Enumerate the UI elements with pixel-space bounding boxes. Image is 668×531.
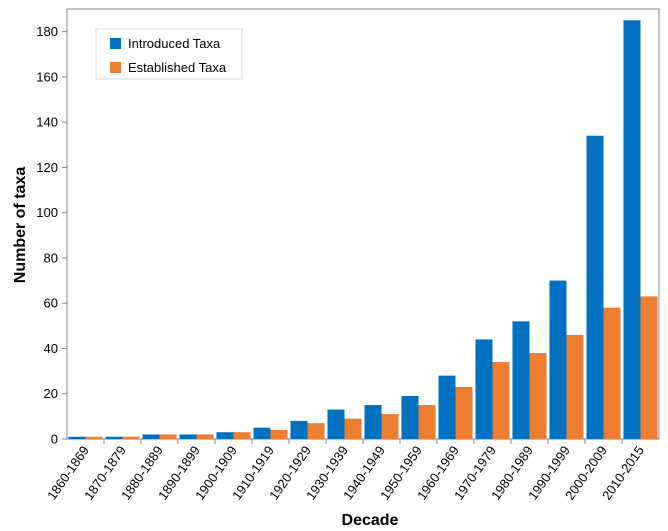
y-axis-title: Number of taxa bbox=[12, 167, 29, 284]
y-tick-label: 120 bbox=[36, 160, 58, 175]
bar-introduced-taxa bbox=[586, 135, 604, 439]
bar-introduced-taxa bbox=[327, 409, 345, 439]
legend: Introduced Taxa Established Taxa bbox=[95, 28, 243, 80]
x-axis-title: Decade bbox=[342, 512, 399, 529]
bar-introduced-taxa bbox=[549, 280, 567, 439]
bar-established-taxa bbox=[381, 414, 399, 439]
x-axis-ticks: 1860-18691870-18791880-18891890-18991900… bbox=[44, 439, 647, 503]
bar-established-taxa bbox=[492, 362, 510, 439]
y-tick-label: 160 bbox=[36, 69, 58, 84]
bar-introduced-taxa bbox=[216, 432, 234, 439]
bar-introduced-taxa bbox=[438, 375, 456, 439]
y-tick-label: 60 bbox=[44, 296, 58, 311]
bar-established-taxa bbox=[233, 432, 251, 439]
bar-established-taxa bbox=[603, 307, 621, 439]
bar-established-taxa bbox=[418, 405, 436, 439]
bar-introduced-taxa bbox=[105, 436, 123, 439]
bar-established-taxa bbox=[122, 436, 140, 439]
legend-swatch-introduced bbox=[110, 38, 121, 49]
bar-established-taxa bbox=[159, 434, 177, 439]
y-tick-label: 140 bbox=[36, 115, 58, 130]
y-axis-ticks: 0 20 40 60 80 100 120 140 160 180 bbox=[36, 24, 67, 447]
bar-established-taxa bbox=[85, 436, 103, 439]
legend-label-established: Established Taxa bbox=[128, 60, 227, 75]
bar-introduced-taxa bbox=[253, 427, 271, 439]
y-tick-label: 0 bbox=[51, 432, 58, 447]
bar-introduced-taxa bbox=[68, 436, 86, 439]
bar-introduced-taxa bbox=[512, 321, 530, 439]
bar-introduced-taxa bbox=[475, 339, 493, 439]
bar-introduced-taxa bbox=[364, 405, 382, 439]
bars bbox=[68, 20, 658, 439]
y-tick-label: 20 bbox=[44, 386, 58, 401]
bar-introduced-taxa bbox=[142, 434, 160, 439]
legend-swatch-established bbox=[110, 62, 121, 73]
bar-introduced-taxa bbox=[290, 420, 308, 439]
bar-introduced-taxa bbox=[623, 20, 641, 439]
legend-label-introduced: Introduced Taxa bbox=[128, 36, 221, 51]
bar-established-taxa bbox=[640, 296, 658, 439]
bar-established-taxa bbox=[307, 423, 325, 439]
bar-established-taxa bbox=[196, 434, 214, 439]
bar-established-taxa bbox=[344, 418, 362, 439]
y-tick-label: 100 bbox=[36, 205, 58, 220]
y-tick-label: 180 bbox=[36, 24, 58, 39]
bar-established-taxa bbox=[529, 353, 547, 439]
bar-introduced-taxa bbox=[401, 396, 419, 439]
bar-established-taxa bbox=[566, 334, 584, 439]
y-tick-label: 80 bbox=[44, 250, 58, 265]
bar-introduced-taxa bbox=[179, 434, 197, 439]
bar-established-taxa bbox=[455, 386, 473, 439]
y-tick-label: 40 bbox=[44, 341, 58, 356]
bar-established-taxa bbox=[270, 429, 288, 439]
